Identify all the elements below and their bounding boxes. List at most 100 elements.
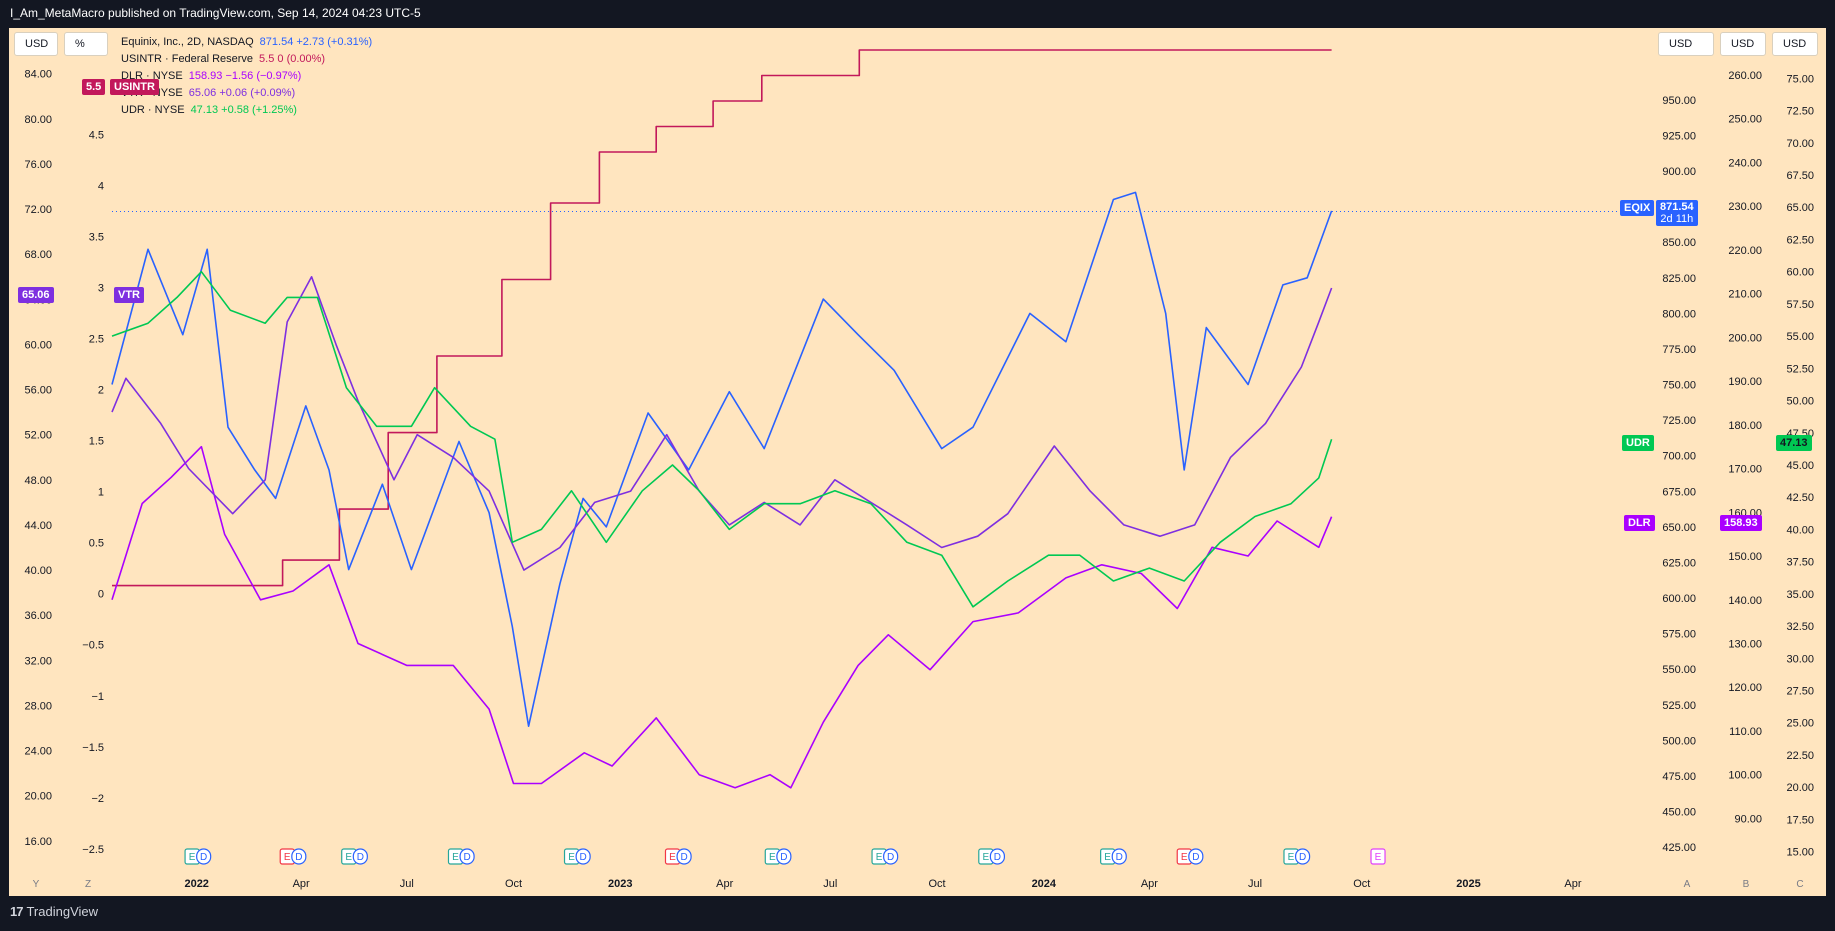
currency-button-left[interactable]: USD <box>14 32 58 56</box>
tick-label-usintr-9: 0.5 <box>89 538 104 550</box>
corner-label-A: A <box>1684 879 1691 890</box>
tick-label-eqix-18: 500.00 <box>1662 735 1696 747</box>
tick-label-dlr-4: 220.00 <box>1728 245 1762 257</box>
tick-label-usintr-11: −0.5 <box>82 640 104 652</box>
tick-label-udr-17: 32.50 <box>1786 621 1814 633</box>
tick-label-eqix-21: 425.00 <box>1662 842 1696 854</box>
event-marker-label-6: E <box>452 852 459 863</box>
tick-label-udr-19: 27.50 <box>1786 686 1814 698</box>
event-marker-24 <box>1370 848 1386 865</box>
event-marker-1 <box>196 848 212 865</box>
tick-label-eqix-17: 525.00 <box>1662 700 1696 712</box>
tradingview-logo-icon: 17 <box>10 904 24 919</box>
x-tick-label-8: 2024 <box>1032 878 1057 890</box>
currency-button-right-2[interactable]: USD <box>1720 32 1766 56</box>
tradingview-logo[interactable]: 17 TradingView <box>10 904 98 919</box>
event-marker-label-2: E <box>284 852 291 863</box>
event-marker-label-12: E <box>769 852 776 863</box>
tick-label-vtr-9: 48.00 <box>24 475 52 487</box>
tick-label-usintr-15: −2.5 <box>82 844 104 856</box>
tick-label-udr-12: 45.00 <box>1786 460 1814 472</box>
event-marker-23 <box>1294 848 1311 865</box>
corner-label-B: B <box>1743 879 1750 890</box>
tick-label-vtr-14: 28.00 <box>24 700 52 712</box>
tick-label-eqix-12: 650.00 <box>1662 522 1696 534</box>
tick-label-eqix-13: 625.00 <box>1662 557 1696 569</box>
event-marker-15 <box>883 848 899 865</box>
tradingview-logo-text: TradingView <box>26 904 99 919</box>
tick-label-usintr-14: −2 <box>91 793 104 805</box>
tick-label-vtr-2: 76.00 <box>24 159 52 171</box>
event-marker-label-24: E <box>1375 852 1382 863</box>
event-marker-label-8: E <box>568 852 575 863</box>
eqix-price-badge: 871.54 2d 11h <box>1656 200 1698 226</box>
legend-row-usintr[interactable]: USINTR · Federal Reserve 5.5 0 (0.00%) <box>121 53 326 65</box>
chart-area[interactable] <box>9 28 1826 896</box>
tick-label-usintr-4: 3 <box>98 283 104 295</box>
event-marker-7 <box>459 848 475 865</box>
x-tick-label-0: 2022 <box>184 878 208 890</box>
tick-label-usintr-5: 2.5 <box>89 334 104 346</box>
tick-label-usintr-10: 0 <box>98 589 104 601</box>
tick-label-dlr-14: 120.00 <box>1728 682 1762 694</box>
x-tick-label-13: Apr <box>1564 878 1581 890</box>
tick-label-udr-24: 15.00 <box>1786 847 1814 859</box>
tick-label-udr-16: 35.00 <box>1786 589 1814 601</box>
series-line-eqix <box>111 191 1333 727</box>
tick-label-vtr-8: 52.00 <box>24 430 52 442</box>
eqix-name-badge: EQIX <box>1620 200 1655 216</box>
event-marker-label-20: E <box>1181 852 1188 863</box>
tick-label-dlr-8: 180.00 <box>1728 420 1762 432</box>
event-marker-label-19: D <box>1116 852 1123 863</box>
tick-label-dlr-7: 190.00 <box>1728 376 1762 388</box>
tick-label-udr-22: 20.00 <box>1786 782 1814 794</box>
tick-label-dlr-2: 240.00 <box>1728 157 1762 169</box>
tick-label-dlr-13: 130.00 <box>1728 639 1762 651</box>
tick-label-udr-13: 42.50 <box>1786 492 1814 504</box>
tick-label-eqix-19: 475.00 <box>1662 771 1696 783</box>
corner-label-Z: Z <box>85 879 91 890</box>
tick-label-eqix-14: 600.00 <box>1662 593 1696 605</box>
tick-label-usintr-1: 4.5 <box>89 130 104 142</box>
tick-label-usintr-2: 4 <box>98 181 104 193</box>
tick-label-dlr-3: 230.00 <box>1728 201 1762 213</box>
event-marker-label-0: E <box>189 852 196 863</box>
tick-label-usintr-7: 1.5 <box>89 436 104 448</box>
event-marker-label-14: E <box>876 852 883 863</box>
dlr-value-badge: 158.93 <box>1720 515 1762 531</box>
tick-label-udr-7: 57.50 <box>1786 299 1814 311</box>
tick-label-eqix-16: 550.00 <box>1662 664 1696 676</box>
tick-label-udr-8: 55.00 <box>1786 331 1814 343</box>
tick-label-vtr-11: 40.00 <box>24 565 52 577</box>
series-line-usintr <box>112 49 1332 587</box>
x-tick-label-1: Apr <box>293 878 310 890</box>
udr-value-badge: 47.13 <box>1776 435 1812 451</box>
tick-label-udr-14: 40.00 <box>1786 524 1814 536</box>
tick-label-eqix-8: 750.00 <box>1662 380 1696 392</box>
currency-button-right-3[interactable]: USD <box>1772 32 1818 56</box>
tick-label-dlr-6: 200.00 <box>1728 332 1762 344</box>
legend-row-eqix[interactable]: Equinix, Inc., 2D, NASDAQ 871.54 +2.73 (+… <box>121 36 373 48</box>
tick-label-usintr-6: 2 <box>98 385 104 397</box>
tick-label-dlr-0: 260.00 <box>1728 70 1762 82</box>
tick-label-udr-20: 25.00 <box>1786 718 1814 730</box>
udr-name-badge: UDR <box>1622 435 1654 451</box>
event-marker-label-16: E <box>982 852 989 863</box>
currency-button-right-1[interactable]: USD <box>1658 32 1714 56</box>
vtr-name-badge: VTR <box>114 287 144 303</box>
tick-label-vtr-1: 80.00 <box>24 114 52 126</box>
corner-label-C: C <box>1796 879 1803 890</box>
percent-button[interactable]: % <box>64 32 108 56</box>
legend-row-udr[interactable]: UDR · NYSE 47.13 +0.58 (+1.25%) <box>121 104 297 116</box>
event-marker-label-21: D <box>1192 852 1199 863</box>
tick-label-vtr-6: 60.00 <box>24 339 52 351</box>
tick-label-vtr-10: 44.00 <box>24 520 52 532</box>
tick-label-dlr-5: 210.00 <box>1728 289 1762 301</box>
event-marker-17 <box>989 848 1006 865</box>
event-marker-label-17: D <box>994 852 1001 863</box>
event-marker-label-1: D <box>200 852 207 863</box>
event-marker-label-18: E <box>1104 852 1111 863</box>
top-bar: I_Am_MetaMacro published on TradingView.… <box>0 0 1835 28</box>
event-marker-11 <box>676 848 692 865</box>
